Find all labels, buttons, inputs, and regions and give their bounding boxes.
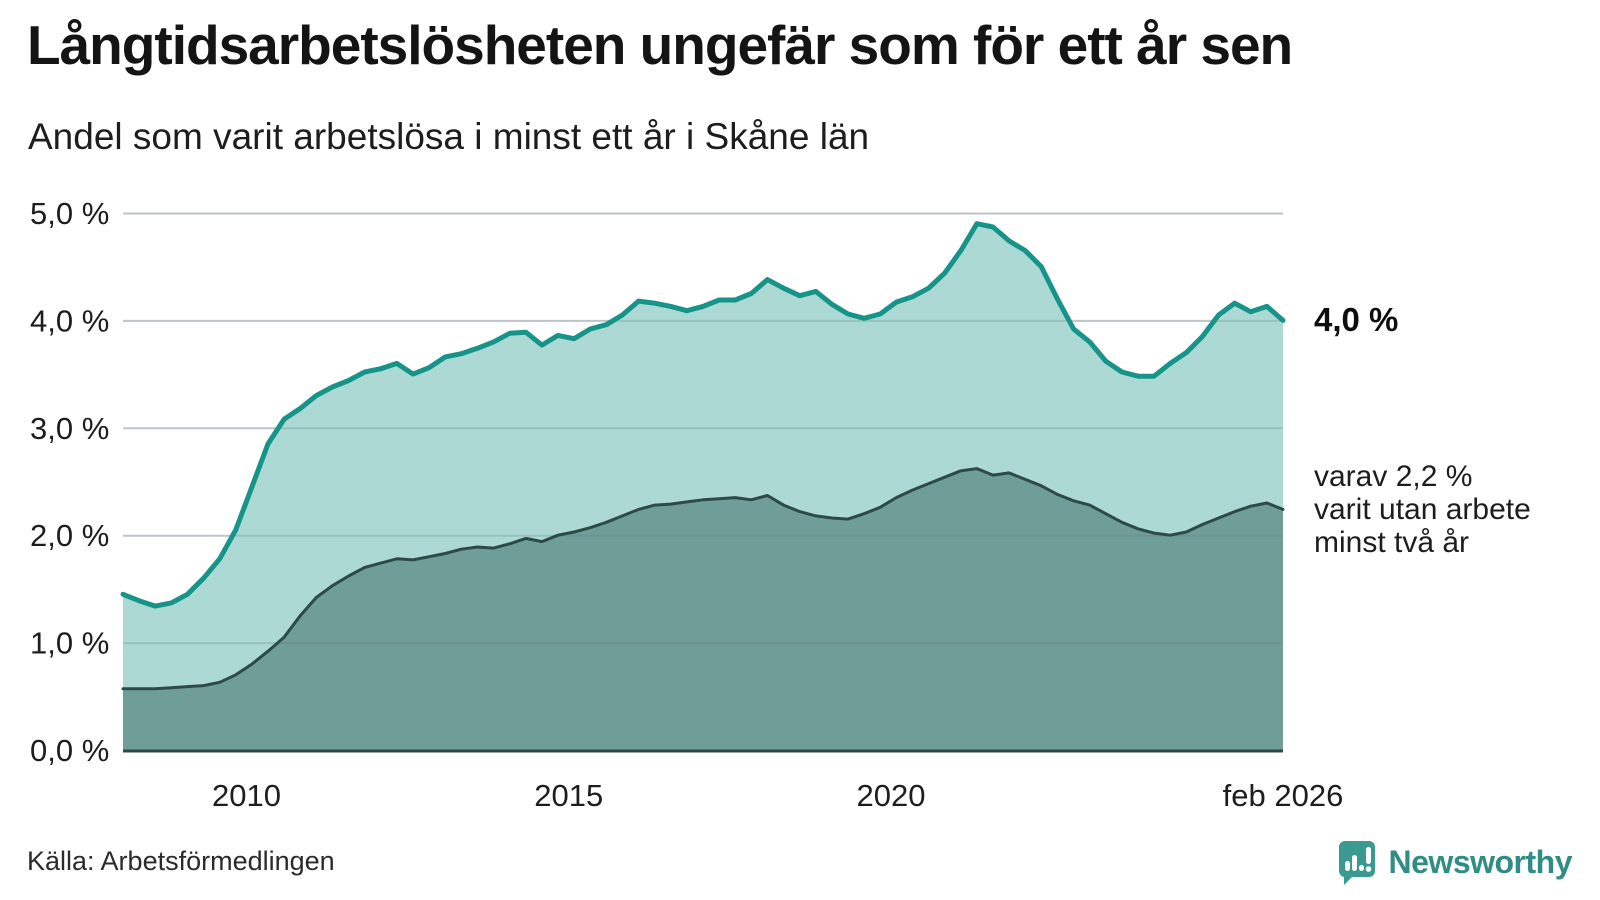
x-tick-label: feb 2026	[1223, 778, 1344, 813]
x-tick-label: 2020	[857, 778, 926, 813]
brand-name: Newsworthy	[1388, 843, 1573, 880]
y-tick-label: 3,0 %	[30, 411, 109, 446]
y-tick-label: 4,0 %	[30, 303, 109, 338]
brand-logo: Newsworthy	[1337, 838, 1573, 886]
y-tick-label: 5,0 %	[30, 196, 109, 231]
total-end-value-label: 4,0 %	[1314, 301, 1399, 338]
chart-subtitle: Andel som varit arbetslösa i minst ett å…	[28, 116, 870, 157]
y-tick-label: 1,0 %	[30, 626, 109, 661]
newsworthy-speech-bubble-icon	[1338, 841, 1375, 885]
y-tick-label: 2,0 %	[30, 518, 109, 553]
chart-title: Långtidsarbetslösheten ungefär som för e…	[27, 14, 1293, 76]
y-tick-label: 0,0 %	[30, 733, 109, 768]
twoyear-end-annotation: varav 2,2 % varit utan arbete minst två …	[1314, 460, 1531, 559]
series-area-twoyear	[123, 468, 1283, 750]
source-credit: Källa: Arbetsförmedlingen	[27, 846, 335, 876]
series-line-total	[120, 221, 1286, 609]
series-line-twoyear	[121, 467, 1285, 691]
x-tick-label: 2010	[212, 778, 281, 813]
x-tick-label: 2015	[534, 778, 603, 813]
